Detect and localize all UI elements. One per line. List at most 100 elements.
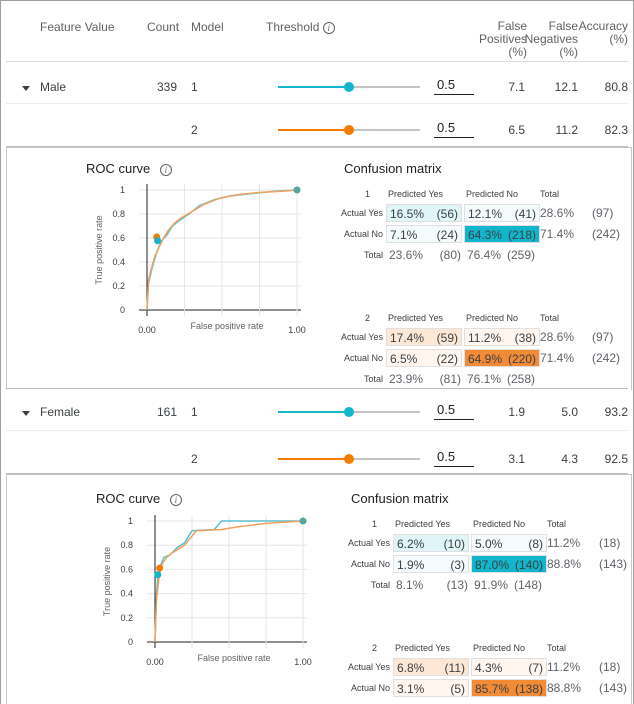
cm-cell-predicted-yes: 1.9% (3) — [393, 555, 469, 573]
cm-total-percent: 76.4% — [467, 248, 502, 262]
cm-header-total: Total — [547, 519, 567, 529]
cm-cell-percent: 85.7% — [475, 682, 510, 696]
count-value: 339 — [156, 80, 177, 94]
cm-totals-label: Total — [363, 374, 383, 384]
cm-total-percent: 71.4% — [540, 351, 575, 365]
cm-row-total: 71.4% (242) — [540, 227, 620, 243]
threshold-input[interactable]: 0.5 — [434, 120, 474, 138]
cm-cell-predicted-no: 11.2% (38) — [464, 328, 540, 346]
false-negatives-value: 11.2 — [555, 123, 578, 137]
cm-cell-count: (10) — [443, 537, 465, 551]
cm-total-percent: 23.9% — [389, 372, 424, 386]
cm-total-predicted-yes: 8.1% (13) — [396, 578, 468, 594]
cm-total-percent: 9.9% — [396, 702, 423, 704]
cm-total-predicted-yes: 23.6% (80) — [389, 248, 461, 264]
cm-cell-predicted-yes: 6.8% (11) — [393, 658, 469, 676]
roc-curve-title: ROC curve i — [86, 161, 172, 176]
cm-total-count: (143) — [599, 681, 628, 695]
cm-total-count: (259) — [506, 248, 535, 262]
cm-total-percent: 88.8% — [547, 557, 582, 571]
cm-cell-predicted-no: 64.9% (220) — [464, 349, 540, 367]
header-threshold: Threshold i — [266, 20, 335, 34]
cm-row-total: 28.6% (97) — [540, 206, 613, 222]
header-divider — [6, 61, 628, 62]
cm-cell-predicted-no: 5.0% (8) — [471, 534, 547, 552]
cm-cell-predicted-yes: 3.1% (5) — [393, 679, 469, 697]
false-negatives-value: 5.0 — [561, 405, 578, 419]
cm-total-predicted-no: 76.4% (259) — [467, 248, 539, 264]
header-false-positives: False Positives (%) — [467, 20, 527, 59]
cm-cell-count: (5) — [450, 682, 465, 696]
threshold-slider-thumb[interactable] — [344, 407, 354, 417]
threshold-slider-thumb[interactable] — [344, 82, 354, 92]
cm-header-total: Total — [540, 189, 560, 199]
cm-cell-count: (138) — [514, 682, 543, 696]
accuracy-value: 93.2 — [604, 405, 628, 419]
header-threshold-label: Threshold — [266, 20, 320, 34]
cm-header-predicted-no: Predicted No — [466, 313, 519, 323]
cm-model-id: 2 — [372, 643, 378, 653]
cm-cell-count: (24) — [436, 228, 458, 242]
cm-total-percent: 28.6% — [540, 206, 575, 220]
cm-cell-count: (140) — [514, 558, 543, 572]
threshold-slider-thumb[interactable] — [344, 454, 354, 464]
cm-total-count: (97) — [592, 330, 614, 344]
cm-cell-count: (56) — [436, 207, 458, 221]
cm-total-count: (148) — [513, 578, 542, 592]
count-value: 161 — [156, 405, 177, 419]
cm-total-predicted-no: 90.1% (145) — [474, 702, 546, 704]
collapse-caret-icon[interactable] — [22, 86, 30, 91]
cm-total-percent: 28.6% — [540, 330, 575, 344]
header-count: Count — [147, 20, 180, 34]
cm-row-total: 71.4% (242) — [540, 351, 620, 367]
cm-cell-predicted-no: 12.1% (41) — [464, 204, 540, 222]
model-id: 1 — [191, 80, 198, 94]
threshold-info-icon[interactable]: i — [322, 21, 335, 34]
collapse-caret-icon[interactable] — [22, 411, 30, 416]
cm-cell-predicted-no: 4.3% (7) — [471, 658, 547, 676]
cm-total-predicted-no: 76.1% (258) — [467, 372, 539, 388]
cm-total-count: (242) — [592, 351, 621, 365]
header-model: Model — [191, 20, 224, 34]
cm-header-predicted-no: Predicted No — [466, 189, 519, 199]
cm-total-predicted-yes: 9.9% (16) — [396, 702, 468, 704]
threshold-slider-thumb[interactable] — [344, 125, 354, 135]
cm-cell-percent: 5.0% — [475, 537, 503, 551]
cm-total-percent: 91.9% — [474, 578, 509, 592]
cm-cell-count: (22) — [436, 352, 458, 366]
cm-header-predicted-no: Predicted No — [473, 643, 526, 653]
cm-total-count: (258) — [506, 372, 535, 386]
cm-cell-predicted-no: 85.7% (138) — [471, 679, 547, 697]
cm-cell-percent: 17.4% — [390, 331, 425, 345]
cm-cell-count: (220) — [507, 352, 536, 366]
cm-cell-percent: 16.5% — [390, 207, 425, 221]
cm-row-label: Actual Yes — [340, 332, 383, 342]
roc-curve-title: ROC curve i — [96, 491, 182, 506]
cm-row-total: 88.8% (143) — [547, 681, 627, 697]
cm-cell-percent: 3.1% — [397, 682, 425, 696]
header-feature-value: Feature Value — [40, 20, 115, 34]
cm-total-percent: 88.8% — [547, 681, 582, 695]
cm-total-percent: 76.1% — [467, 372, 502, 386]
header-accuracy: Accuracy (%) — [568, 20, 628, 46]
cm-model-id: 2 — [365, 313, 371, 323]
cm-cell-percent: 1.9% — [397, 558, 425, 572]
roc-info-icon[interactable]: i — [169, 493, 182, 506]
accuracy-value: 80.8 — [604, 80, 628, 94]
cm-total-predicted-yes: 23.9% (81) — [389, 372, 461, 388]
roc-info-icon[interactable]: i — [159, 163, 172, 176]
threshold-input[interactable]: 0.5 — [434, 449, 474, 467]
cm-row-total: 88.8% (143) — [547, 557, 627, 573]
threshold-input[interactable]: 0.5 — [434, 402, 474, 420]
cm-total-percent: 8.1% — [396, 578, 424, 592]
cm-row-label: Actual No — [350, 559, 390, 569]
fp-line2: Positives — [478, 32, 527, 46]
cm-cell-count: (3) — [450, 558, 465, 572]
cm-total-count: (80) — [439, 248, 461, 262]
cm-cell-count: (11) — [444, 661, 465, 675]
cm-cell-predicted-yes: 17.4% (59) — [386, 328, 462, 346]
cm-total-count: (18) — [599, 536, 621, 550]
threshold-input[interactable]: 0.5 — [434, 77, 474, 95]
cm-row-label: Actual No — [343, 353, 383, 363]
cm-model-id: 1 — [372, 519, 378, 529]
